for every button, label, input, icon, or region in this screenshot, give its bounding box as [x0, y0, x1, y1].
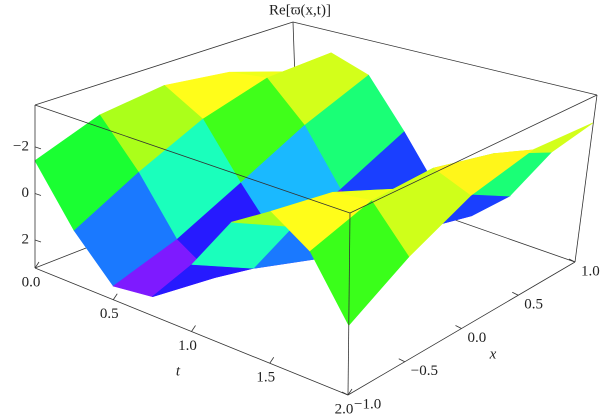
box-edge [349, 94, 598, 214]
t-tick-label: 0.0 [22, 274, 41, 290]
x-tick [341, 391, 349, 396]
box-edge [34, 21, 294, 106]
t-tick-label: 1.0 [178, 338, 197, 354]
t-tick-label: 0.5 [100, 306, 119, 322]
z-tick [34, 193, 42, 196]
t-tick-label: 2.0 [335, 401, 354, 417]
t-tick [112, 293, 118, 300]
x-tick-label: 0.0 [468, 330, 487, 346]
x-tick [455, 325, 462, 329]
chart-title: Re[ϖ(x,t)] [269, 2, 331, 18]
x-axis-title: x [489, 346, 497, 362]
box-edge [574, 94, 598, 263]
x-tick-label: −0.5 [411, 363, 438, 379]
x-tick-label: 0.5 [524, 297, 543, 313]
t-tick [347, 388, 353, 396]
t-tick [269, 357, 275, 364]
t-axis-title: t [176, 363, 181, 379]
z-tick-label: 0 [22, 185, 30, 201]
t-tick [34, 261, 40, 269]
surface-patch [493, 122, 594, 154]
box-edge [34, 104, 351, 214]
z-tick-label: −2 [13, 138, 29, 154]
x-tick-label: 1.0 [581, 263, 600, 279]
x-tick-label: −1.0 [354, 396, 381, 412]
box-edge [292, 21, 598, 96]
surface-patch [309, 200, 410, 326]
t-tick-label: 1.5 [256, 370, 275, 386]
box-edge [347, 212, 351, 396]
x-tick [568, 258, 576, 263]
z-tick [34, 146, 42, 150]
x-tick [512, 291, 519, 296]
z-tick-label: 2 [22, 231, 30, 247]
x-tick [398, 358, 405, 363]
t-tick [191, 325, 196, 332]
z-tick [34, 239, 42, 243]
